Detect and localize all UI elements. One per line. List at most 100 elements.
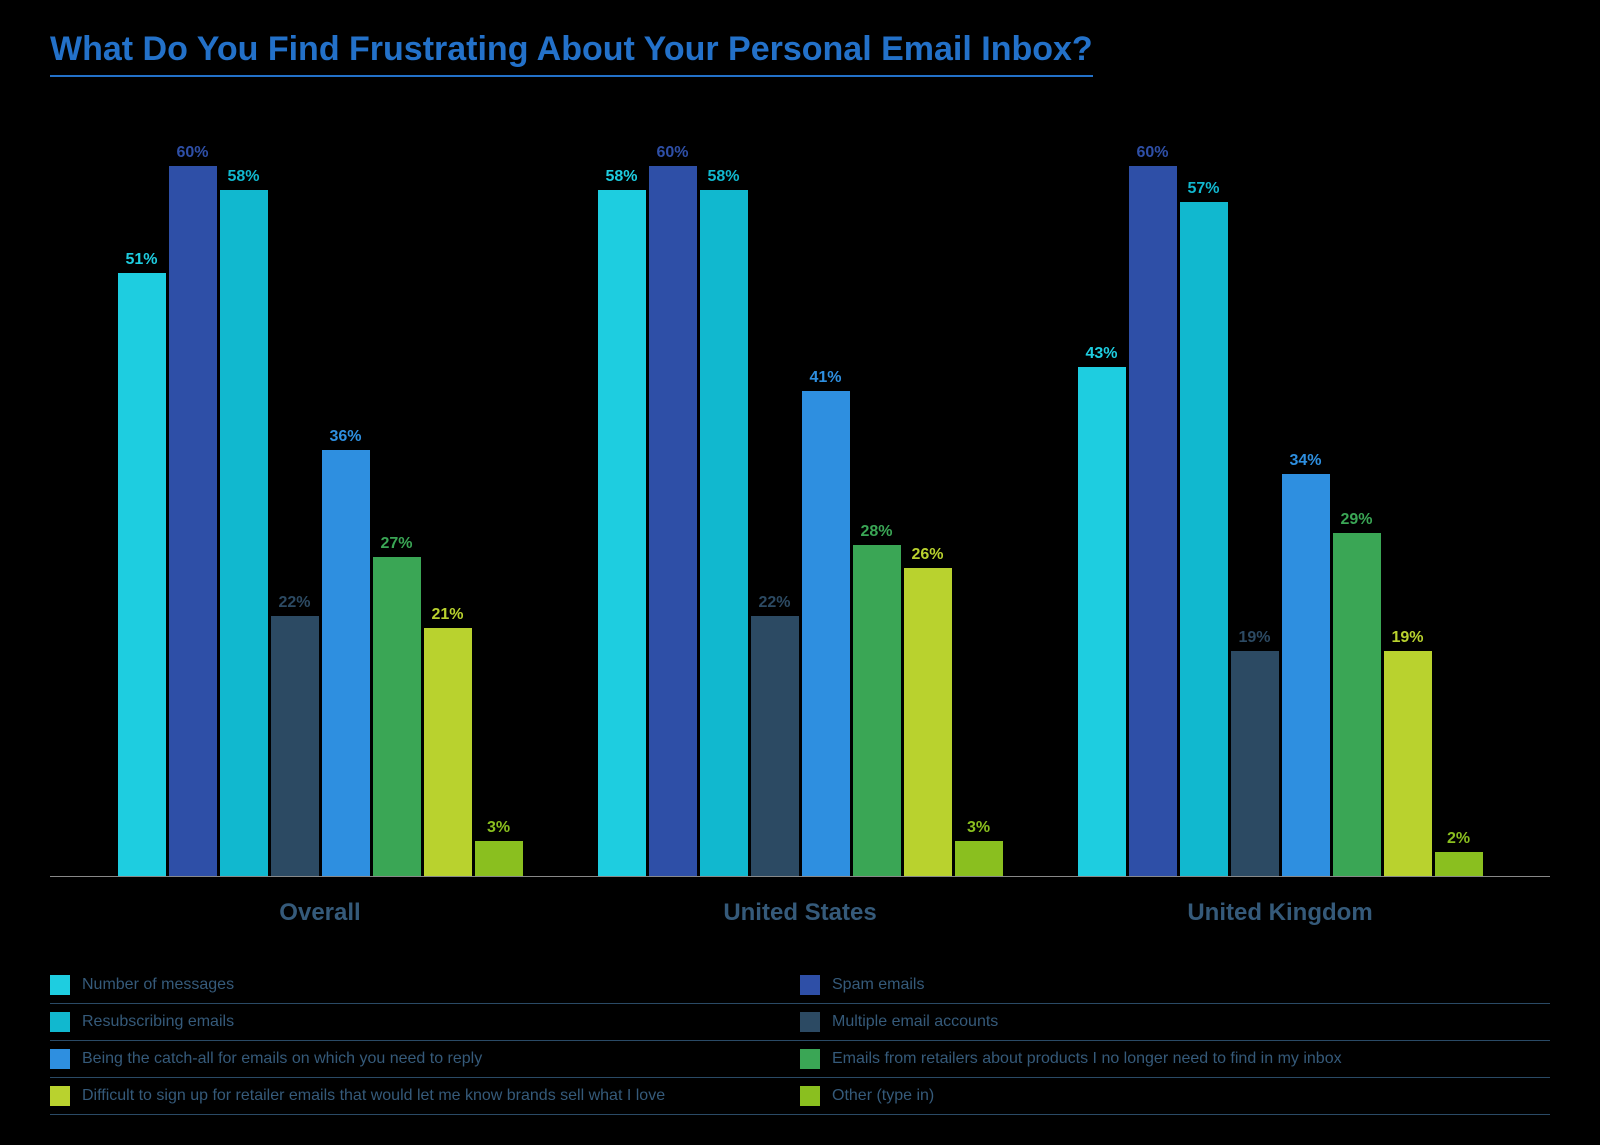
bar: 28%: [853, 107, 901, 876]
bar-rect: [1384, 651, 1432, 876]
legend-swatch: [50, 1012, 70, 1032]
bar-group: 58% 60% 58% 22% 41% 28% 26% 3%: [560, 107, 1040, 876]
bar-value-label: 2%: [1447, 830, 1470, 848]
legend-label: Emails from retailers about products I n…: [832, 1050, 1342, 1068]
bar-value-label: 60%: [176, 144, 208, 162]
bar-value-label: 27%: [380, 535, 412, 553]
legend-item: Difficult to sign up for retailer emails…: [50, 1078, 800, 1115]
bar-value-label: 22%: [758, 594, 790, 612]
legend-item: Being the catch-all for emails on which …: [50, 1041, 800, 1078]
bar-rect: [424, 628, 472, 876]
bar-rect: [475, 841, 523, 876]
bar-rect: [649, 166, 697, 876]
bar: 19%: [1384, 107, 1432, 876]
bar: 3%: [955, 107, 1003, 876]
bar: 41%: [802, 107, 850, 876]
bar: 21%: [424, 107, 472, 876]
bar-rect: [373, 557, 421, 876]
bar-rect: [1435, 852, 1483, 876]
bar: 58%: [220, 107, 268, 876]
bar-value-label: 60%: [1136, 144, 1168, 162]
legend-label: Multiple email accounts: [832, 1013, 998, 1031]
bar-value-label: 58%: [227, 168, 259, 186]
legend-label: Being the catch-all for emails on which …: [82, 1050, 482, 1068]
bar: 60%: [649, 107, 697, 876]
bar: 22%: [271, 107, 319, 876]
bar: 43%: [1078, 107, 1126, 876]
bar: 27%: [373, 107, 421, 876]
bar: 26%: [904, 107, 952, 876]
bar-rect: [955, 841, 1003, 876]
legend-item: Other (type in): [800, 1078, 1550, 1115]
legend-swatch: [800, 1086, 820, 1106]
bar-value-label: 26%: [911, 546, 943, 564]
bar: 29%: [1333, 107, 1381, 876]
bar-value-label: 41%: [809, 369, 841, 387]
legend-item: Multiple email accounts: [800, 1004, 1550, 1041]
legend-item: Spam emails: [800, 967, 1550, 1004]
bar-rect: [853, 545, 901, 876]
x-axis-labels: OverallUnited StatesUnited Kingdom: [50, 887, 1550, 927]
bar-rect: [1231, 651, 1279, 876]
chart-title: What Do You Find Frustrating About Your …: [50, 30, 1093, 77]
bar: 36%: [322, 107, 370, 876]
bar: 58%: [598, 107, 646, 876]
bar-rect: [1078, 367, 1126, 876]
chart-container: What Do You Find Frustrating About Your …: [50, 30, 1550, 1115]
bar-rect: [700, 190, 748, 876]
bar-rect: [271, 616, 319, 876]
bar: 51%: [118, 107, 166, 876]
bar: 60%: [169, 107, 217, 876]
x-axis-label: United Kingdom: [1040, 887, 1520, 927]
bar-rect: [1282, 474, 1330, 876]
bar-value-label: 60%: [656, 144, 688, 162]
bar-group: 43% 60% 57% 19% 34% 29% 19% 2%: [1040, 107, 1520, 876]
bar-value-label: 58%: [707, 168, 739, 186]
bar: 3%: [475, 107, 523, 876]
bar-rect: [169, 166, 217, 876]
bar-value-label: 3%: [967, 819, 990, 837]
bar: 19%: [1231, 107, 1279, 876]
bar-rect: [1333, 533, 1381, 876]
bar-value-label: 34%: [1289, 452, 1321, 470]
x-axis-label: United States: [560, 887, 1040, 927]
legend: Number of messagesResubscribing emailsBe…: [50, 967, 1550, 1115]
bar-value-label: 57%: [1187, 180, 1219, 198]
bar: 57%: [1180, 107, 1228, 876]
bar-value-label: 51%: [125, 251, 157, 269]
x-axis-label: Overall: [80, 887, 560, 927]
bar: 22%: [751, 107, 799, 876]
bar-value-label: 22%: [278, 594, 310, 612]
bar-rect: [802, 391, 850, 876]
legend-label: Spam emails: [832, 976, 924, 994]
legend-swatch: [800, 1049, 820, 1069]
bar-rect: [118, 273, 166, 876]
bar-value-label: 43%: [1085, 345, 1117, 363]
plot-area: 51% 60% 58% 22% 36% 27% 21% 3% 58% 60% 58% 22% 41% 28…: [50, 107, 1550, 877]
bar-rect: [1129, 166, 1177, 876]
bar-value-label: 21%: [431, 606, 463, 624]
legend-swatch: [50, 975, 70, 995]
legend-swatch: [800, 975, 820, 995]
bar-value-label: 29%: [1340, 511, 1372, 529]
bar-rect: [904, 568, 952, 876]
bar: 2%: [1435, 107, 1483, 876]
bar-value-label: 19%: [1238, 629, 1270, 647]
bar-value-label: 19%: [1391, 629, 1423, 647]
bar-rect: [751, 616, 799, 876]
legend-item: Emails from retailers about products I n…: [800, 1041, 1550, 1078]
bar-rect: [220, 190, 268, 876]
legend-swatch: [50, 1086, 70, 1106]
legend-swatch: [800, 1012, 820, 1032]
bar-value-label: 58%: [605, 168, 637, 186]
bar: 58%: [700, 107, 748, 876]
legend-label: Difficult to sign up for retailer emails…: [82, 1087, 665, 1105]
legend-item: Resubscribing emails: [50, 1004, 800, 1041]
bar-value-label: 36%: [329, 428, 361, 446]
bar: 34%: [1282, 107, 1330, 876]
bar-value-label: 3%: [487, 819, 510, 837]
bar-rect: [598, 190, 646, 876]
legend-label: Resubscribing emails: [82, 1013, 234, 1031]
bar-rect: [1180, 202, 1228, 876]
bar-rect: [322, 450, 370, 876]
